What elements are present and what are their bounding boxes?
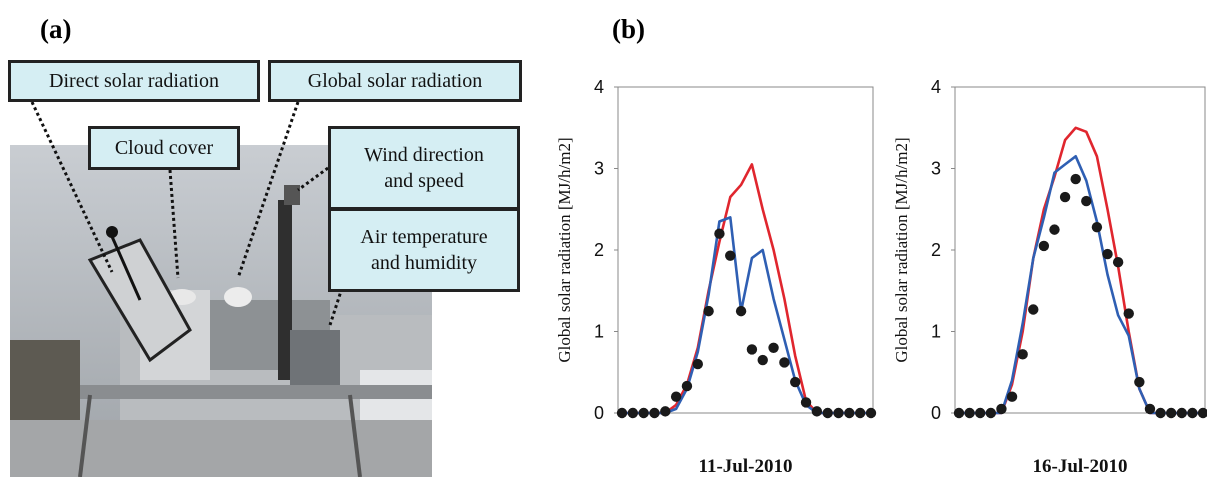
data-point <box>996 403 1007 415</box>
data-point <box>1187 407 1198 419</box>
callout: Air temperature and humidity <box>328 208 520 292</box>
y-tick-label: 3 <box>931 159 941 179</box>
panel-label: (a) <box>40 14 72 44</box>
panel-label: (b) <box>612 14 645 44</box>
data-point <box>1081 195 1092 207</box>
plot-frame <box>954 86 1206 414</box>
y-tick-label: 1 <box>594 322 604 342</box>
data-point <box>1134 376 1145 388</box>
data-point <box>953 407 965 419</box>
data-point <box>822 407 833 419</box>
data-point <box>670 391 682 402</box>
data-point <box>1059 191 1071 203</box>
data-point <box>1165 407 1177 419</box>
data-point <box>865 407 877 419</box>
y-tick-label: 1 <box>931 322 941 342</box>
data-point <box>1049 224 1060 235</box>
data-point <box>1144 403 1156 415</box>
data-point <box>1102 248 1113 260</box>
data-point <box>800 397 812 408</box>
data-point <box>616 407 628 419</box>
data-point <box>844 407 855 419</box>
data-point <box>779 357 790 368</box>
data-point <box>703 305 714 317</box>
data-point <box>638 407 649 419</box>
data-point <box>692 358 703 370</box>
y-tick-label: 2 <box>931 240 941 260</box>
data-line <box>959 155 1203 415</box>
data-point <box>1123 308 1134 319</box>
data-point <box>735 305 747 317</box>
x-axis-label: 16-Jul-2010 <box>1033 456 1128 477</box>
y-tick-label: 3 <box>594 159 604 179</box>
data-point <box>1038 240 1050 252</box>
data-point <box>681 380 693 392</box>
callout: Global solar radiation <box>268 60 522 102</box>
data-point <box>854 407 866 419</box>
data-point <box>768 342 779 353</box>
data-point <box>660 406 671 417</box>
data-point <box>811 406 823 417</box>
callout: Direct solar radiation <box>8 60 260 102</box>
data-point <box>1006 391 1018 402</box>
data-point <box>1155 407 1166 419</box>
y-tick-label: 4 <box>931 77 941 97</box>
data-point <box>985 407 997 419</box>
data-point <box>790 376 801 388</box>
x-axis-label: 11-Jul-2010 <box>699 456 793 477</box>
data-point <box>1017 349 1028 360</box>
data-point <box>1197 407 1207 419</box>
data-point <box>757 354 768 366</box>
data-point <box>725 250 736 261</box>
data-point <box>975 407 986 419</box>
data-point <box>714 228 725 239</box>
y-tick-label: 2 <box>594 240 604 260</box>
leader-lines <box>30 101 344 326</box>
data-point <box>1112 257 1124 268</box>
data-point <box>1070 173 1081 185</box>
callout: Wind direction and speed <box>328 126 520 210</box>
data-line <box>622 216 871 415</box>
y-axis-label: Global solar radiation [MJ/h/m2] <box>892 137 911 362</box>
y-tick-label: 0 <box>594 403 604 423</box>
callout: Cloud cover <box>88 126 240 170</box>
data-point <box>746 344 758 355</box>
data-point <box>1091 221 1103 233</box>
y-axis-label: Global solar radiation [MJ/h/m2] <box>555 137 574 362</box>
y-tick-label: 4 <box>594 77 604 97</box>
data-point <box>649 407 660 419</box>
data-point <box>833 407 844 419</box>
data-point <box>1176 407 1187 419</box>
data-point <box>1028 304 1039 315</box>
y-tick-label: 0 <box>931 403 941 423</box>
data-point <box>627 407 639 419</box>
data-point <box>964 407 975 419</box>
plot-frame <box>617 86 874 414</box>
